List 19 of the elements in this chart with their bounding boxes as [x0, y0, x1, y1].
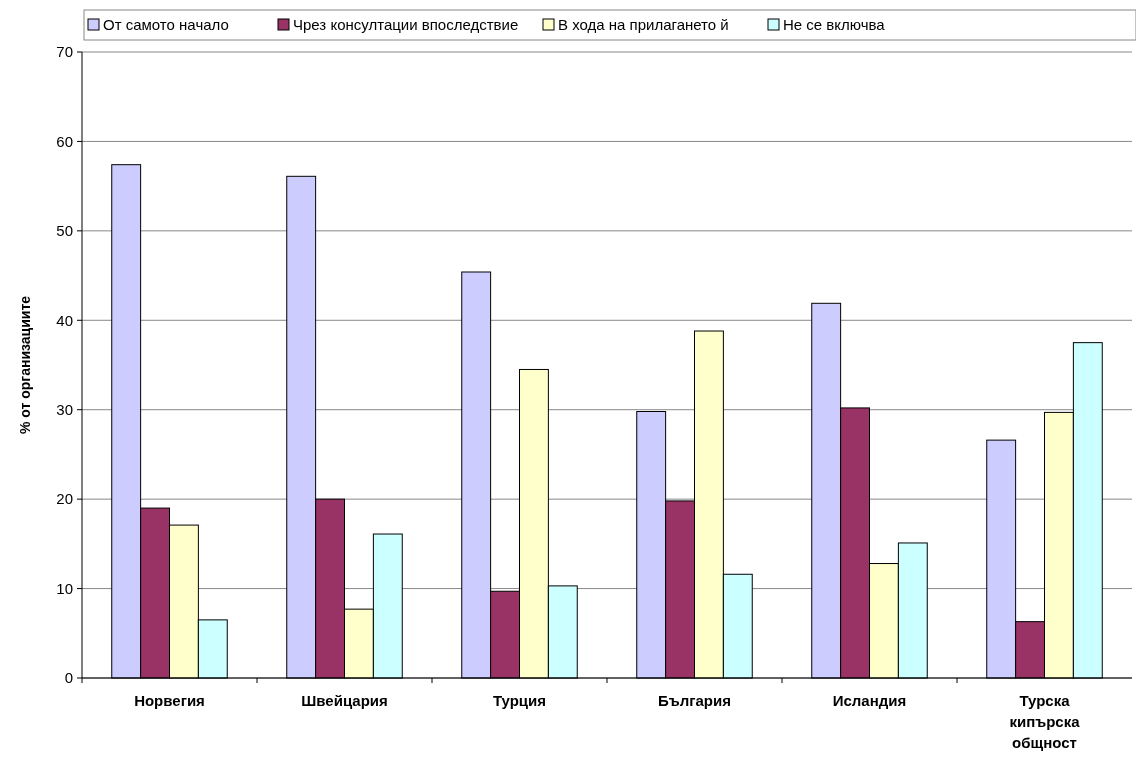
y-tick-label: 60 [56, 132, 73, 150]
y-axis-title: % от организациите [17, 295, 33, 435]
x-tick-label: Турска кипърска общност [1009, 692, 1081, 751]
legend-label: Чрез консултации впоследствие [293, 16, 519, 34]
y-tick-label: 10 [56, 579, 73, 597]
y-tick-label: 30 [56, 400, 73, 418]
x-tick-label: Исландия [832, 692, 907, 709]
legend-label: От самото начало [103, 16, 229, 34]
y-tick-label: 50 [56, 222, 73, 240]
x-tick-label: Норвегия [134, 692, 205, 709]
x-tick-label: Швейцария [301, 692, 388, 709]
y-tick-label: 0 [64, 669, 73, 687]
y-tick-label: 20 [56, 490, 73, 508]
legend-label: В хода на прилагането й [558, 16, 729, 34]
y-tick-label: 40 [56, 311, 73, 329]
y-tick-label: 70 [56, 43, 73, 61]
legend-label: Не се включва [783, 16, 886, 34]
x-tick-label: България [658, 692, 731, 709]
x-tick-label: Турция [492, 692, 547, 709]
